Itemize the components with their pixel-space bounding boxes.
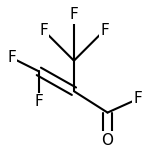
Text: F: F [34, 94, 43, 109]
Text: F: F [7, 50, 16, 65]
Text: F: F [100, 23, 109, 38]
Text: F: F [39, 23, 48, 38]
Text: F: F [134, 91, 142, 106]
Text: O: O [101, 133, 113, 148]
Text: F: F [70, 7, 78, 22]
